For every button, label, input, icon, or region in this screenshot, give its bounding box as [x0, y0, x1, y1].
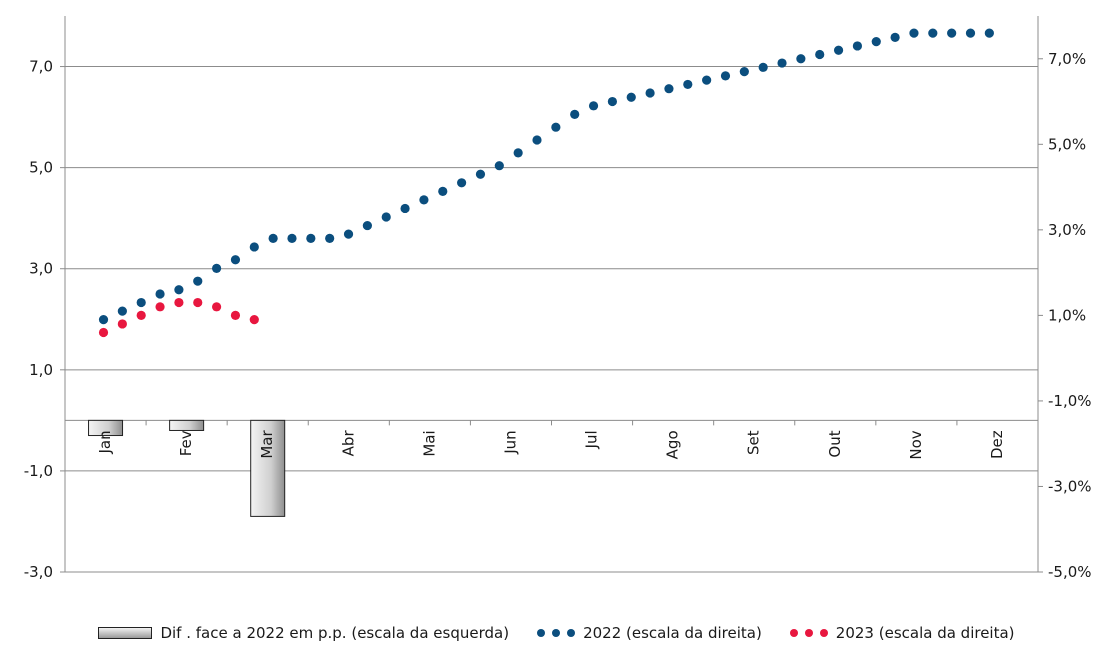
month-label: Set: [745, 430, 763, 455]
left-tick-label: -1,0: [24, 462, 53, 480]
point-2023: [193, 297, 203, 308]
point-2022: [532, 135, 542, 145]
point-2022: [513, 148, 523, 158]
point-2022: [494, 161, 504, 171]
legend-swatch-dots-2023: [789, 629, 828, 637]
month-label: Jun: [501, 430, 519, 454]
point-2022: [475, 169, 486, 179]
point-2022: [570, 109, 580, 119]
legend-label-2023: 2023 (escala da direita): [835, 624, 1015, 642]
point-2022: [343, 229, 354, 239]
point-2022: [720, 71, 731, 81]
right-tick-label: -1,0%: [1048, 392, 1092, 410]
point-2022: [607, 96, 617, 107]
legend-item-diff: Dif . face a 2022 em p.p. (escala da esq…: [98, 624, 509, 642]
point-2023: [230, 310, 241, 320]
right-tick-label: 7,0%: [1048, 50, 1086, 68]
point-2022: [777, 58, 787, 68]
point-2022: [325, 233, 335, 243]
chart: 7,0 5,0 3,0 1,0 -1,0 -3,0 7,0% 5,0% 3,0% 1,0% -1,0…: [24, 16, 1092, 581]
legend-swatch-bar: [98, 627, 153, 639]
point-2022: [739, 67, 749, 77]
month-label: Abr: [339, 430, 357, 457]
point-2023: [98, 327, 109, 338]
point-2022: [438, 186, 448, 196]
point-2022: [758, 62, 768, 72]
legend-item-2023: 2023 (escala da direita): [789, 624, 1015, 642]
point-2022: [457, 178, 467, 188]
point-2023: [249, 315, 259, 325]
left-tick-label: 5,0: [29, 159, 53, 177]
point-2022: [984, 28, 994, 38]
point-2022: [909, 28, 919, 38]
point-2022: [117, 306, 127, 316]
point-2022: [400, 203, 410, 214]
legend-label-diff: Dif . face a 2022 em p.p. (escala da esq…: [160, 624, 510, 642]
point-2022: [852, 41, 863, 51]
month-label: Dez: [988, 430, 1006, 459]
point-2022: [268, 233, 278, 243]
legend-item-2022: 2022 (escala da direita): [537, 624, 762, 642]
point-2022: [947, 28, 957, 38]
point-2023: [211, 302, 222, 312]
month-label: Mai: [420, 430, 438, 456]
month-label: Ago: [664, 430, 682, 459]
point-2023: [174, 297, 184, 308]
point-2022: [815, 49, 825, 60]
point-2022: [306, 233, 316, 243]
point-2022: [833, 45, 844, 55]
point-2022: [683, 79, 693, 90]
point-2022: [211, 263, 222, 273]
point-2022: [362, 220, 372, 231]
point-2022: [419, 195, 429, 205]
legend-swatch-dots-2022: [537, 629, 576, 637]
month-label: Mar: [258, 430, 276, 459]
point-2022: [871, 37, 881, 47]
right-tick-label: -5,0%: [1048, 563, 1092, 581]
bar: [88, 419, 124, 437]
point-2022: [928, 28, 938, 38]
point-2022: [796, 54, 806, 64]
point-2022: [702, 75, 712, 85]
point-2022: [645, 88, 655, 98]
bar: [250, 419, 286, 517]
right-tick-label: -3,0%: [1048, 477, 1092, 495]
left-tick-label: 3,0: [29, 260, 53, 278]
point-2022: [890, 32, 900, 42]
month-label: Out: [826, 430, 844, 457]
point-2022: [381, 212, 391, 222]
point-2022: [136, 297, 146, 308]
left-tick-label: 7,0: [29, 58, 53, 76]
point-2023: [136, 310, 146, 320]
point-2022: [155, 289, 165, 299]
point-2022: [287, 233, 297, 243]
point-2022: [230, 255, 241, 265]
point-2022: [249, 242, 259, 252]
point-2023: [155, 302, 165, 312]
right-tick-label: 5,0%: [1048, 135, 1086, 153]
legend: Dif . face a 2022 em p.p. (escala da esq…: [0, 620, 1113, 646]
point-2022: [588, 101, 599, 111]
left-tick-label: -3,0: [24, 563, 53, 581]
month-label: Nov: [907, 430, 925, 459]
left-tick-label: 1,0: [29, 361, 53, 379]
right-tick-label: 1,0%: [1048, 306, 1086, 324]
point-2022: [193, 276, 203, 286]
month-label: Jul: [583, 430, 601, 449]
point-2022: [664, 84, 674, 94]
month-label: Jan: [96, 430, 114, 454]
point-2022: [174, 285, 184, 295]
right-tick-label: 3,0%: [1048, 221, 1086, 239]
point-2023: [117, 319, 127, 329]
legend-label-2022: 2022 (escala da direita): [583, 624, 762, 642]
month-label: Fev: [177, 430, 195, 456]
point-2022: [965, 28, 976, 38]
bar: [169, 419, 205, 431]
point-2022: [626, 92, 636, 102]
point-2022: [551, 122, 561, 132]
point-2022: [98, 315, 109, 325]
